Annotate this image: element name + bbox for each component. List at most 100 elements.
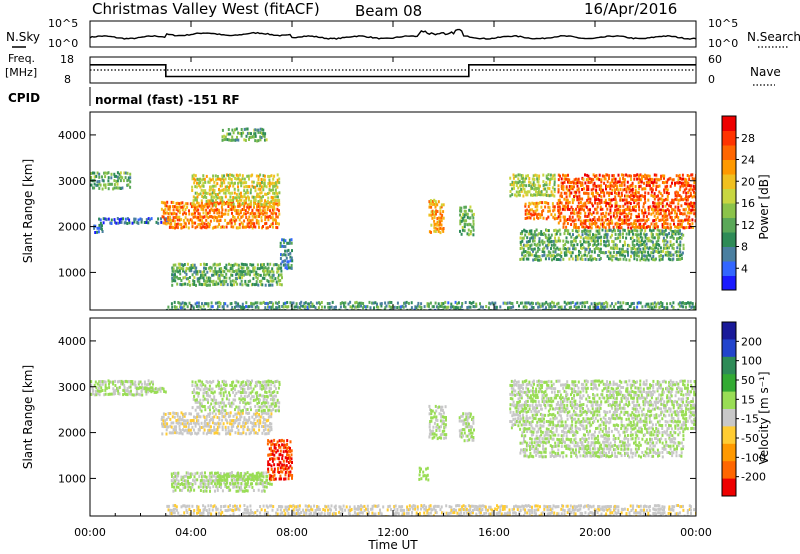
echo-cell	[635, 205, 637, 209]
echo-cell	[126, 380, 129, 384]
echo-cell	[532, 247, 535, 251]
echo-cell	[550, 243, 553, 247]
echo-cell	[195, 432, 198, 436]
echo-cell	[623, 198, 626, 202]
echo-cell	[201, 184, 204, 188]
echo-cell	[586, 300, 589, 304]
echo-cell	[189, 419, 192, 423]
echo-cell	[178, 269, 181, 273]
cpid-label: CPID	[8, 91, 40, 105]
echo-cell	[628, 201, 631, 204]
echo-cell	[534, 258, 536, 261]
echo-cell	[239, 273, 242, 276]
echo-cell	[598, 184, 601, 188]
echo-cell	[460, 216, 463, 220]
echo-cell	[595, 302, 598, 306]
echo-cell	[172, 273, 175, 277]
echo-cell	[254, 139, 257, 143]
echo-cell	[538, 237, 541, 241]
echo-cell	[678, 173, 681, 177]
echo-cell	[247, 394, 250, 397]
echo-cell	[665, 306, 668, 310]
echo-cell	[277, 267, 280, 271]
echo-cell	[590, 258, 593, 262]
echo-cell	[98, 389, 101, 393]
echo-cell	[459, 222, 462, 226]
colorbar-tick-label: 12	[741, 219, 755, 232]
echo-cell	[227, 429, 230, 433]
echo-cell	[220, 205, 223, 209]
echo-cell	[677, 302, 680, 306]
echo-cell	[508, 301, 511, 305]
echo-cell	[218, 188, 220, 191]
echo-cell	[591, 250, 593, 254]
echo-cell	[668, 246, 670, 250]
echo-cell	[582, 219, 585, 223]
echo-cell	[205, 214, 208, 218]
echo-cell	[604, 177, 607, 181]
echo-cell	[688, 308, 691, 310]
echo-cell	[90, 392, 93, 396]
echo-cell	[618, 215, 621, 219]
echo-cell	[233, 219, 236, 223]
echo-cell	[213, 415, 216, 419]
echo-cell	[264, 418, 267, 422]
echo-cell	[213, 422, 216, 426]
echo-cell	[225, 397, 228, 401]
echo-cell	[254, 283, 256, 287]
echo-cell	[129, 180, 132, 184]
echo-cell	[235, 391, 238, 395]
echo-cell	[685, 207, 688, 211]
echo-cell	[547, 215, 550, 219]
echo-cell	[216, 196, 219, 200]
echo-cell	[136, 390, 139, 394]
echo-cell	[261, 127, 264, 131]
echo-cell	[551, 202, 554, 206]
echo-cell	[179, 429, 182, 432]
echo-cell	[598, 198, 601, 202]
echo-cell	[182, 479, 185, 483]
echo-cell	[544, 187, 547, 191]
echo-cell	[205, 393, 208, 397]
echo-cell	[338, 308, 341, 310]
echo-cell	[579, 204, 582, 208]
echo-cell	[595, 184, 598, 188]
echo-cell	[612, 174, 615, 178]
echo-cell	[211, 208, 214, 212]
echo-cell	[580, 246, 583, 250]
echo-cell	[550, 213, 553, 217]
echo-cell	[633, 308, 635, 310]
echo-cell	[690, 225, 693, 229]
echo-cell	[604, 251, 607, 254]
echo-cell	[606, 185, 609, 188]
echo-cell	[631, 236, 634, 240]
echo-cell	[234, 209, 236, 213]
echo-cell	[262, 425, 265, 429]
echo-cell	[196, 279, 199, 283]
echo-cell	[658, 184, 661, 188]
echo-cell	[234, 398, 237, 402]
echo-cell	[99, 221, 102, 225]
echo-cell	[216, 308, 219, 310]
echo-cell	[582, 225, 585, 229]
echo-cell	[202, 189, 205, 193]
echo-cell	[254, 202, 257, 205]
echo-cell	[208, 276, 210, 280]
echo-cell	[239, 132, 242, 135]
echo-cell	[250, 199, 253, 203]
echo-cell	[213, 401, 216, 405]
echo-cell	[207, 482, 210, 486]
echo-cell	[150, 380, 153, 384]
echo-cell	[259, 173, 262, 177]
echo-cell	[196, 386, 198, 390]
echo-cell	[287, 305, 290, 309]
echo-cell	[254, 199, 257, 202]
echo-cell	[652, 208, 655, 212]
echo-cell	[94, 231, 97, 234]
echo-cell	[186, 262, 189, 266]
echo-cell	[267, 218, 270, 222]
echo-cell	[628, 218, 631, 222]
echo-cell	[204, 203, 207, 207]
echo-cell	[343, 304, 346, 308]
echo-cell	[503, 301, 506, 305]
